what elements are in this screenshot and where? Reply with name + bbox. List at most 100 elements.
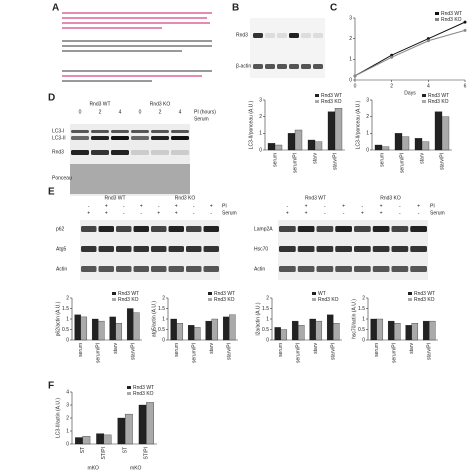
blot-band: [81, 226, 97, 232]
legend-swatch: [208, 292, 212, 295]
y-tick-label: 1.5: [158, 306, 165, 312]
blot-band: [372, 246, 390, 252]
blot-band: [372, 266, 390, 272]
blot-band: [391, 266, 409, 272]
bar: [187, 325, 195, 341]
bar: [146, 402, 154, 445]
y-tick-label: 3: [259, 97, 262, 103]
bar: [222, 316, 230, 341]
blot-band: [133, 246, 149, 252]
row-label: PI: [222, 203, 227, 209]
y-tick-label: 0: [366, 147, 369, 153]
bar: [441, 116, 450, 151]
blot-band: [391, 226, 409, 232]
bar: [376, 318, 384, 341]
band-label: Ponceau: [52, 175, 72, 181]
blot-band: [186, 266, 202, 272]
y-tick-label: 2: [362, 295, 365, 301]
blot-band: [313, 64, 323, 69]
legend-label: Rnd3 KO: [428, 99, 449, 105]
blot-band: [289, 64, 299, 69]
x-tick-label: ST/PI: [144, 447, 150, 460]
bar: [291, 320, 299, 341]
legend-swatch: [112, 292, 116, 295]
point: [463, 20, 467, 24]
blot-band: [316, 226, 334, 232]
blot-band: [111, 150, 129, 155]
x-tick-label: serum: [78, 343, 84, 357]
x-tick-label: serum/PI: [96, 343, 102, 363]
blot-band: [277, 33, 287, 38]
x-tick-label: serum: [272, 153, 278, 167]
y-tick-label: 2: [66, 415, 69, 421]
y-tick-label: 1: [349, 57, 352, 63]
legend-label: Rnd3 WT: [428, 93, 449, 99]
panel-letter: E: [48, 187, 55, 198]
bar: [74, 314, 81, 341]
bar: [280, 329, 288, 341]
blot-band: [354, 266, 371, 272]
bar: [211, 318, 219, 341]
bar: [274, 144, 283, 151]
y-tick-label: 2: [349, 36, 352, 42]
bar: [429, 320, 436, 341]
blot-band: [168, 226, 184, 232]
sign: -: [324, 210, 326, 216]
sign: +: [305, 210, 308, 216]
sign: -: [193, 210, 195, 216]
bar: [96, 433, 105, 445]
y-tick-label: 0: [266, 337, 269, 343]
legend-swatch: [127, 392, 131, 395]
bar: [326, 314, 334, 341]
legend-label: Rnd3 WT: [214, 291, 235, 297]
sign: -: [287, 203, 289, 209]
group-label: Rnd3 WT: [104, 195, 125, 201]
panel-letter: C: [330, 3, 337, 14]
y-tick-label: 1.5: [262, 306, 269, 312]
point: [426, 39, 430, 43]
point: [353, 74, 357, 78]
blot-band: [116, 246, 132, 252]
blot-band: [335, 266, 352, 272]
y-tick-label: 0: [259, 147, 262, 153]
panel-letter: D: [48, 93, 55, 104]
bar: [80, 316, 88, 341]
y-tick-label: 1: [66, 428, 69, 434]
x-tick-label: ST: [122, 447, 128, 453]
blot-band: [168, 246, 184, 252]
sign: +: [210, 203, 213, 209]
blot-band: [151, 246, 167, 252]
legend-swatch: [435, 18, 439, 21]
bar: [314, 141, 323, 151]
blot-band: [81, 246, 97, 252]
band-label: Rnd3: [52, 149, 64, 155]
sign: +: [157, 210, 160, 216]
row-label: Serum: [194, 116, 209, 122]
bar: [387, 320, 395, 341]
row-label: Serum: [222, 210, 237, 216]
legend-swatch: [408, 292, 412, 295]
x-tick-label: serum: [278, 343, 284, 357]
band-label: Actin: [254, 266, 265, 272]
band-label: Lamp2A: [254, 226, 273, 232]
y-tick-label: 0.5: [158, 327, 165, 333]
x-tick-label: starv: [209, 343, 215, 354]
blot-band: [301, 33, 311, 38]
blot-band: [133, 226, 149, 232]
sign: +: [105, 203, 108, 209]
bar: [170, 318, 177, 341]
legend-swatch: [408, 298, 412, 301]
x-tick-label: serum/PI: [296, 343, 302, 363]
y-axis-label: LC3-II/ponceau (A.U.): [355, 100, 361, 149]
group-label: Rnd3 KO: [380, 195, 401, 201]
legend-swatch: [208, 298, 212, 301]
blot-band: [203, 246, 219, 252]
bar: [82, 436, 91, 445]
blot-band: [410, 246, 427, 252]
row-label: Serum: [430, 210, 445, 216]
blot-band: [151, 226, 167, 232]
panel-letter: A: [52, 3, 59, 14]
bar: [394, 133, 403, 151]
blot-band: [71, 150, 89, 155]
bar: [414, 138, 423, 151]
